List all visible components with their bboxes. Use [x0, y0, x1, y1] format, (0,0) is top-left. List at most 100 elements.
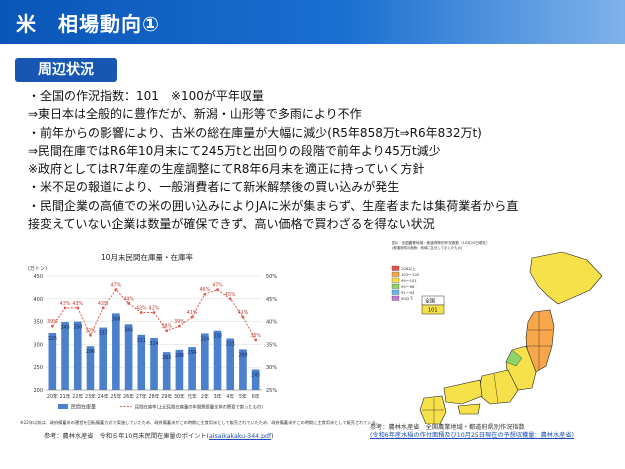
bullet-list: ・全国の作況指数：101 ※100が平年収量 ⇒東日本は全般的に豊作だが、新潟・…: [28, 87, 618, 233]
bullet-line: ・前年からの影響により、古米の総在庫量が大幅に減少(R5年858万t⇒R6年83…: [28, 125, 482, 140]
rate-point: [178, 324, 181, 328]
map-legend-label: 90以下: [401, 296, 414, 301]
bullet-line: ・米不足の報道により、一般消費者にて新米解禁後の買い込みが発生: [28, 180, 400, 195]
bullet-line: ・全国の作況指数：101 ※100が平年収量: [28, 89, 264, 103]
y2-tick-label: 35%: [266, 342, 277, 348]
national-value-box: [421, 304, 445, 315]
map-source: 参考：農林水産省 全国農業地域・都道府県別作況指数 (令和6年産水稲の作付面積及…: [370, 424, 574, 440]
bar-value-label: 245: [251, 372, 260, 378]
bullet-line: ・民間企業の高値での米の囲い込みによりJAに米が集まらず、生産者または集荷業者か…: [28, 198, 519, 213]
rate-point: [165, 329, 169, 333]
rate-value-label: 39%: [47, 319, 58, 325]
rate-point: [127, 301, 130, 305]
rate-value-label: 43%: [60, 301, 71, 307]
y-tick-label: 300: [33, 342, 43, 348]
chart-footnote: ※22年以前は、政府備蓄米の運営を回転備蓄方式で実施していたため、政府備蓄米がこ…: [20, 420, 380, 425]
hokkaido-region: [529, 251, 603, 305]
bar-value-label: 324: [200, 336, 209, 342]
chart-bar: [61, 322, 69, 390]
rate-point: [190, 315, 194, 319]
x-tick-label: 6年: [252, 393, 260, 400]
legend-line-label: 民間在庫率(上記民間在庫量の年間需要量全体の需要で割ったもの): [135, 404, 263, 411]
map-legend-swatch: [391, 277, 400, 283]
rate-point: [89, 333, 92, 337]
bullet-line: ⇒民間在庫ではR6年10月末にて245万tと出回りの段階で前年より45万t減少: [28, 143, 441, 158]
rate-point: [254, 338, 258, 342]
rate-value-label: 38%: [161, 324, 172, 330]
rate-value-label: 41%: [187, 310, 198, 316]
japan-map-svg: 図2 全国農業地域・都道府県別作況指数（10月25日現在） (都道府県の面積：地…: [391, 240, 603, 425]
map-legend-swatch: [391, 265, 400, 271]
rate-value-label: 45%: [225, 292, 236, 298]
x-tick-label: 4年: [226, 393, 234, 400]
national-label: 全国: [425, 298, 435, 305]
y2-tick-label: 25%: [266, 388, 277, 394]
legend-bar-label: 民間在庫量: [71, 404, 96, 411]
bullet-line: ⇒東日本は全般的に豊作だが、新潟・山形等で多雨により不作: [28, 107, 362, 122]
map-legend-swatch: [391, 289, 400, 295]
chart-bar: [150, 338, 158, 390]
y-tick-label: 400: [33, 297, 43, 303]
x-tick-label: 27年: [136, 393, 147, 400]
y-tick-label: 200: [33, 388, 43, 394]
page-title: 米 相場動向①: [16, 12, 160, 36]
rate-value-label: 37%: [85, 328, 96, 334]
rate-point: [114, 288, 118, 292]
rate-point: [241, 315, 245, 319]
y-tick-label: 350: [33, 320, 43, 326]
map-legend-label: 99〜101: [401, 278, 417, 283]
x-tick-label: 29年: [161, 393, 172, 400]
chart-bar: [239, 349, 247, 390]
rate-point: [203, 292, 207, 296]
rate-point: [76, 306, 80, 310]
bar-value-label: 330: [213, 334, 222, 340]
rate-point: [228, 297, 232, 301]
x-tick-label: 24年: [98, 393, 109, 400]
y2-tick-label: 30%: [266, 365, 277, 371]
map-source-link[interactable]: (令和6年産水稲の作付面積及び10月25日現在の予想収穫量：農林水産省): [370, 432, 574, 439]
chart-bar: [112, 313, 120, 390]
x-tick-label: 30年: [174, 393, 185, 400]
chart-source-suffix: ): [271, 433, 274, 440]
rate-value-label: 39%: [174, 319, 185, 325]
bar-value-label: 296: [86, 349, 95, 355]
bar-value-label: 314: [149, 341, 158, 347]
inventory-chart-svg: 10月末民間在庫量・在庫率 (万トン) 200 25% 250 30% 300 35% 350 4…: [28, 252, 277, 411]
map-source-line: 参考：農林水産省 全国農業地域・都道府県別作況指数: [370, 424, 525, 431]
rate-point: [63, 306, 67, 310]
chart-bar: [162, 352, 171, 390]
map-legend-label: 102〜105: [401, 272, 420, 277]
rate-value-label: 46%: [199, 287, 210, 293]
y2-tick-label: 50%: [266, 274, 277, 280]
x-tick-label: 20年: [47, 393, 58, 400]
map-subtitle: (都道府県の面積：地域に区分して示したもの): [392, 245, 463, 250]
map-legend-label: 106以上: [401, 266, 416, 271]
chart-bar: [73, 321, 82, 390]
y2-tick-label: 40%: [266, 320, 277, 326]
legend-bar-swatch: [58, 404, 68, 409]
chart-bar: [86, 346, 95, 390]
chart-bar: [99, 327, 107, 390]
rate-point: [152, 311, 156, 314]
chart-bar: [201, 333, 209, 390]
map-legend-swatch: [391, 295, 400, 301]
bar-value-label: 337: [99, 331, 108, 337]
bar-value-label: 349: [60, 325, 69, 331]
bar-value-label: 283: [162, 355, 171, 361]
chart-bar: [137, 334, 146, 390]
bar-value-label: 368: [111, 316, 120, 322]
shikoku-region: [457, 403, 481, 415]
chart-unit-label: (万トン): [28, 266, 47, 272]
section-tag: 周辺状況: [15, 58, 117, 82]
chugoku-region: [443, 379, 483, 405]
chart-source-link[interactable]: aisaikakaku-344.pdf: [208, 433, 272, 440]
bar-value-label: 313: [226, 341, 235, 347]
rate-value-label: 36%: [250, 333, 261, 339]
chart-bar: [251, 369, 260, 390]
rate-value-label: 43%: [72, 301, 83, 307]
bar-value-label: 321: [137, 338, 146, 344]
chart-bar: [188, 347, 196, 390]
y-tick-label: 450: [33, 274, 43, 280]
chart-bar: [175, 349, 184, 390]
rate-point: [139, 311, 143, 314]
